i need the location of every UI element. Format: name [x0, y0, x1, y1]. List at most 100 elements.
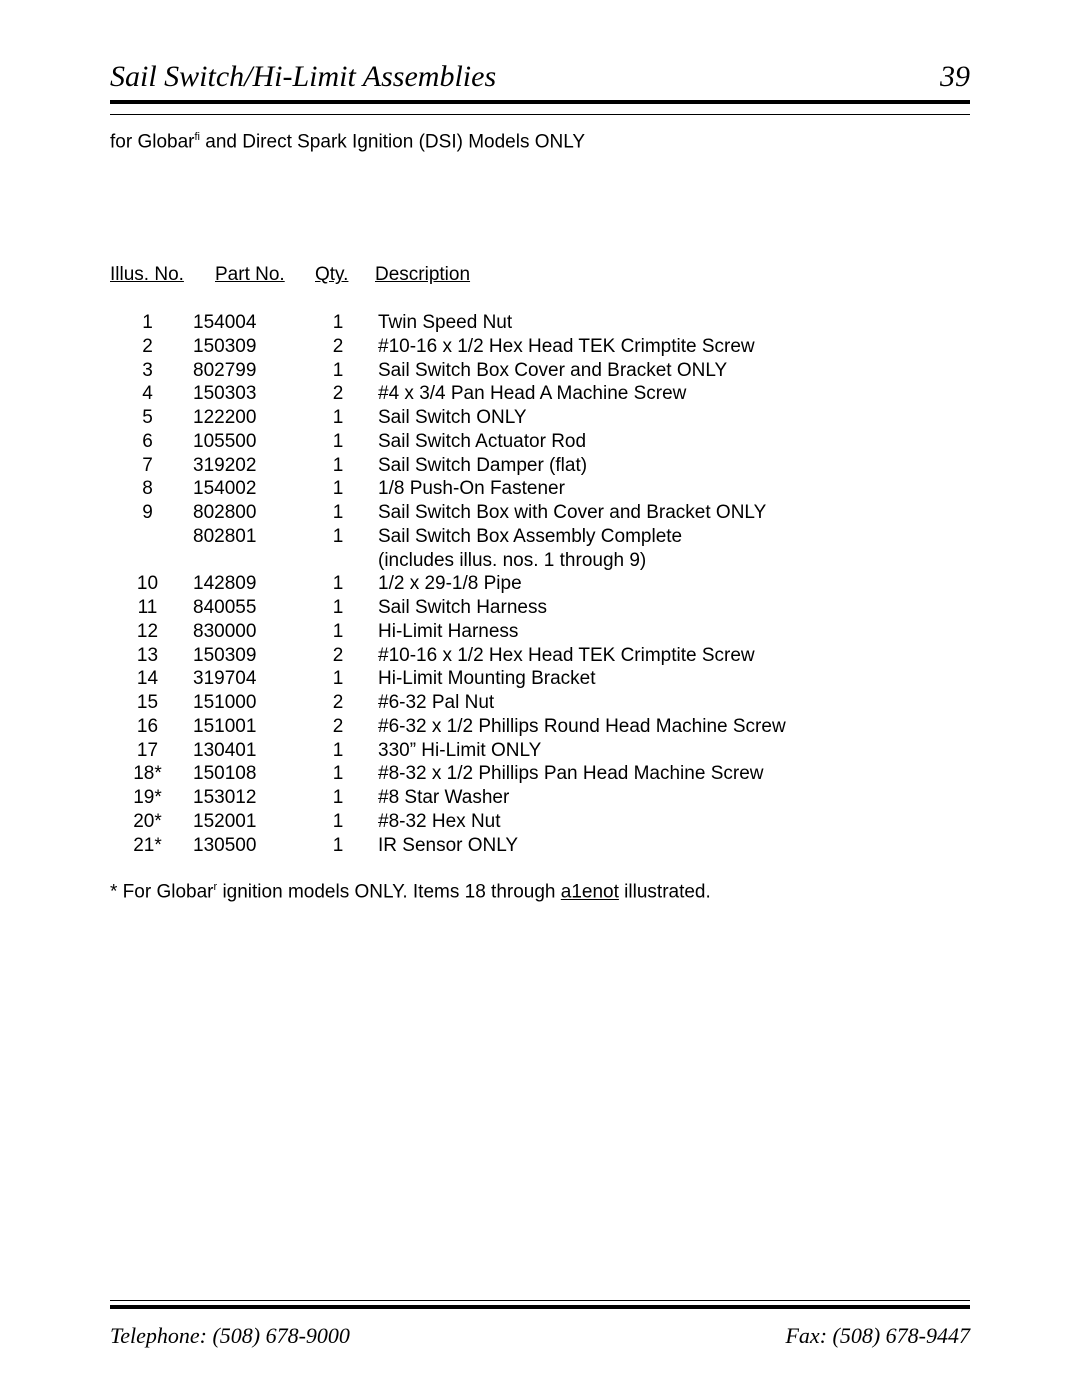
table-row: 18*1501081#8-32 x 1/2 Phillips Pan Head …: [110, 762, 970, 786]
col-part-header-dot: .: [279, 264, 284, 285]
footnote: * For Globarr ignition models ONLY. Item…: [110, 881, 970, 903]
cell-part: 153012: [185, 786, 308, 810]
table-row: 118400551Sail Switch Harness: [110, 596, 970, 620]
cell-part: 319704: [185, 667, 308, 691]
cell-qty: 1: [308, 406, 368, 430]
cell-qty: 1: [308, 810, 368, 834]
cell-illus: 11: [110, 596, 185, 620]
cell-part: 319202: [185, 454, 308, 478]
cell-desc: (includes illus. nos. 1 through 9): [368, 549, 970, 573]
table-row: 73192021Sail Switch Damper (flat): [110, 454, 970, 478]
cell-desc: #10-16 x 1/2 Hex Head TEK Crimptite Scre…: [368, 335, 970, 359]
table-row: 41503032#4 x 3/4 Pan Head A Machine Scre…: [110, 382, 970, 406]
cell-part: 151001: [185, 715, 308, 739]
cell-qty: 1: [308, 359, 368, 383]
cell-desc: Sail Switch Damper (flat): [368, 454, 970, 478]
footnote-suffix: illustrated.: [619, 882, 711, 903]
cell-illus: 14: [110, 667, 185, 691]
cell-desc: Twin Speed Nut: [368, 311, 970, 335]
cell-part: 802800: [185, 501, 308, 525]
cell-illus: [110, 525, 185, 549]
cell-part: 154004: [185, 311, 308, 335]
footnote-prefix: For Globar: [117, 882, 213, 903]
subtitle-prefix: for Globar: [110, 131, 194, 152]
cell-illus: 12: [110, 620, 185, 644]
table-row: 171304011330” Hi-Limit ONLY: [110, 739, 970, 763]
cell-illus: 10: [110, 572, 185, 596]
footnote-mid: ignition models ONLY. Items 18 through: [217, 882, 561, 903]
cell-qty: 1: [308, 477, 368, 501]
cell-desc: Sail Switch Harness: [368, 596, 970, 620]
cell-qty: 1: [308, 572, 368, 596]
table-row: 151510002#6-32 Pal Nut: [110, 691, 970, 715]
table-body: 11540041Twin Speed Nut21503092#10-16 x 1…: [110, 311, 970, 857]
cell-desc: #6-32 x 1/2 Phillips Round Head Machine …: [368, 715, 970, 739]
cell-illus: 5: [110, 406, 185, 430]
cell-illus: 15: [110, 691, 185, 715]
table-row: 1014280911/2 x 29-1/8 Pipe: [110, 572, 970, 596]
subtitle-suffix: and Direct Spark Ignition (DSI) Models O…: [200, 131, 585, 152]
cell-part: 150303: [185, 382, 308, 406]
table-row: 143197041Hi-Limit Mounting Bracket: [110, 667, 970, 691]
cell-part: 150108: [185, 762, 308, 786]
cell-desc: 1/2 x 29-1/8 Pipe: [368, 572, 970, 596]
cell-qty: 2: [308, 382, 368, 406]
table-row: 38027991Sail Switch Box Cover and Bracke…: [110, 359, 970, 383]
cell-desc: #8 Star Washer: [368, 786, 970, 810]
cell-illus: 13: [110, 644, 185, 668]
cell-part: 151000: [185, 691, 308, 715]
cell-desc: #8-32 x 1/2 Phillips Pan Head Machine Sc…: [368, 762, 970, 786]
table-row: 131503092#10-16 x 1/2 Hex Head TEK Crimp…: [110, 644, 970, 668]
cell-qty: 1: [308, 620, 368, 644]
table-row: 815400211/8 Push-On Fastener: [110, 477, 970, 501]
cell-qty: 2: [308, 715, 368, 739]
cell-part: 122200: [185, 406, 308, 430]
page-number: 39: [940, 60, 970, 94]
cell-illus: 2: [110, 335, 185, 359]
cell-desc: 330” Hi-Limit ONLY: [368, 739, 970, 763]
cell-illus: 16: [110, 715, 185, 739]
cell-illus: 4: [110, 382, 185, 406]
table-row: 161510012#6-32 x 1/2 Phillips Round Head…: [110, 715, 970, 739]
cell-qty: 1: [308, 430, 368, 454]
cell-illus: 17: [110, 739, 185, 763]
table-row: 21*1305001IR Sensor ONLY: [110, 834, 970, 858]
cell-part: [185, 549, 308, 573]
cell-illus: 3: [110, 359, 185, 383]
cell-illus: 6: [110, 430, 185, 454]
col-part-header-text: Part No: [215, 264, 279, 285]
cell-part: 150309: [185, 335, 308, 359]
cell-desc: Sail Switch Box Assembly Complete: [368, 525, 970, 549]
cell-qty: 2: [308, 644, 368, 668]
table-row: 128300001Hi-Limit Harness: [110, 620, 970, 644]
cell-illus: 7: [110, 454, 185, 478]
cell-illus: 18*: [110, 762, 185, 786]
cell-illus: 21*: [110, 834, 185, 858]
cell-part: 152001: [185, 810, 308, 834]
cell-illus: 9: [110, 501, 185, 525]
footnote-u2: not: [592, 882, 618, 903]
cell-desc: IR Sensor ONLY: [368, 834, 970, 858]
col-qty-header: Qty.: [315, 263, 375, 287]
footer-rule-thick: [110, 1305, 970, 1309]
header-rule-thick: [110, 100, 970, 104]
cell-qty: 1: [308, 762, 368, 786]
cell-qty: [308, 549, 368, 573]
parts-table: Illus. No. Part No. Qty. Description 115…: [110, 263, 970, 857]
footer-rule-thin: [110, 1300, 970, 1301]
footer-fax: Fax: (508) 678-9447: [785, 1323, 970, 1349]
cell-part: 840055: [185, 596, 308, 620]
cell-desc: Hi-Limit Harness: [368, 620, 970, 644]
cell-illus: 8: [110, 477, 185, 501]
cell-part: 130401: [185, 739, 308, 763]
table-row: 21503092#10-16 x 1/2 Hex Head TEK Crimpt…: [110, 335, 970, 359]
cell-desc: Sail Switch Actuator Rod: [368, 430, 970, 454]
cell-qty: 2: [308, 335, 368, 359]
cell-qty: 1: [308, 786, 368, 810]
cell-illus: 1: [110, 311, 185, 335]
cell-illus: 19*: [110, 786, 185, 810]
cell-desc: #6-32 Pal Nut: [368, 691, 970, 715]
footnote-u1: a1e: [561, 882, 593, 903]
cell-desc: Sail Switch Box Cover and Bracket ONLY: [368, 359, 970, 383]
cell-part: 130500: [185, 834, 308, 858]
